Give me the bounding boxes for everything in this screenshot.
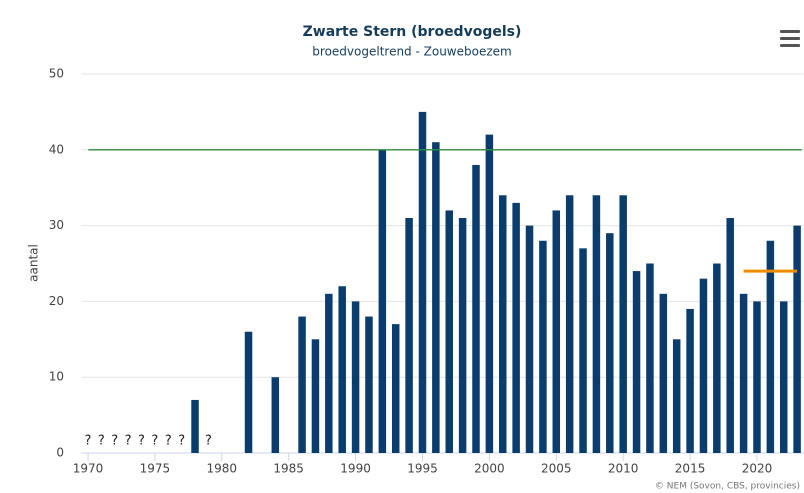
chart-subtitle: broedvogeltrend - Zouweboezem [312, 45, 511, 59]
bar [365, 316, 373, 453]
x-tick-label: 2010 [608, 462, 639, 476]
value-label: ? [165, 434, 172, 449]
y-tick-label: 40 [49, 142, 64, 156]
bar [244, 331, 253, 453]
y-tick-label: 0 [56, 446, 64, 460]
value-label: ? [85, 434, 92, 449]
x-tick-label: 2020 [742, 462, 773, 476]
y-tick-label: 30 [49, 218, 64, 232]
bar [753, 301, 761, 453]
bar [779, 301, 788, 453]
bar [739, 293, 748, 453]
menu-bar [780, 44, 800, 47]
bar [432, 142, 440, 453]
value-label: ? [111, 434, 118, 449]
value-label: ? [98, 434, 105, 449]
bar [565, 195, 574, 453]
bar [458, 218, 467, 453]
bar [525, 225, 534, 453]
y-tick-label: 20 [49, 294, 64, 308]
bar [632, 271, 641, 453]
bar [659, 293, 668, 453]
x-tick-label: 1985 [273, 462, 304, 476]
bar [271, 377, 280, 453]
y-tick-label: 10 [49, 370, 64, 384]
bar [606, 233, 614, 453]
bar [338, 286, 346, 453]
x-tick-label: 2000 [474, 462, 505, 476]
bar [418, 111, 427, 454]
bar [298, 316, 306, 453]
bar [405, 218, 413, 453]
value-label: ? [205, 434, 212, 449]
bar [472, 164, 480, 453]
value-label: ? [178, 434, 185, 449]
bar [485, 134, 494, 453]
bar [539, 240, 547, 453]
menu-button[interactable] [780, 30, 800, 47]
bar [351, 301, 360, 453]
bar [699, 278, 708, 453]
x-tick-label: 1970 [73, 462, 104, 476]
y-axis-label: aantal [27, 244, 41, 282]
value-label: ? [151, 434, 158, 449]
bar [713, 263, 721, 453]
x-tick-label: 1990 [340, 462, 371, 476]
menu-bar [780, 30, 800, 33]
value-label: ? [125, 434, 132, 449]
bar [793, 225, 801, 453]
bar [766, 240, 775, 453]
bar [672, 339, 681, 453]
bar [378, 149, 387, 454]
value-label: ? [138, 434, 145, 449]
chart-title: Zwarte Stern (broedvogels) [303, 24, 522, 40]
bar [512, 202, 520, 453]
bar [579, 248, 587, 453]
bar [311, 339, 320, 453]
credits: © NEM (Sovon, CBS, provincies) [655, 482, 800, 492]
x-tick-label: 2015 [675, 462, 706, 476]
bar [499, 195, 507, 453]
bar [726, 218, 734, 453]
bar [391, 324, 400, 453]
bar [445, 210, 453, 453]
x-tick-label: 1975 [140, 462, 171, 476]
bar [686, 308, 694, 453]
menu-bar [780, 37, 800, 40]
y-tick-label: 50 [49, 67, 64, 81]
bar [552, 210, 561, 453]
bar [592, 195, 601, 453]
bar [191, 399, 199, 453]
bar [646, 263, 654, 453]
x-tick-label: 2005 [541, 462, 572, 476]
x-tick-label: 1995 [407, 462, 438, 476]
x-tick-label: 1980 [207, 462, 238, 476]
bar [325, 293, 333, 453]
bar [619, 195, 627, 453]
